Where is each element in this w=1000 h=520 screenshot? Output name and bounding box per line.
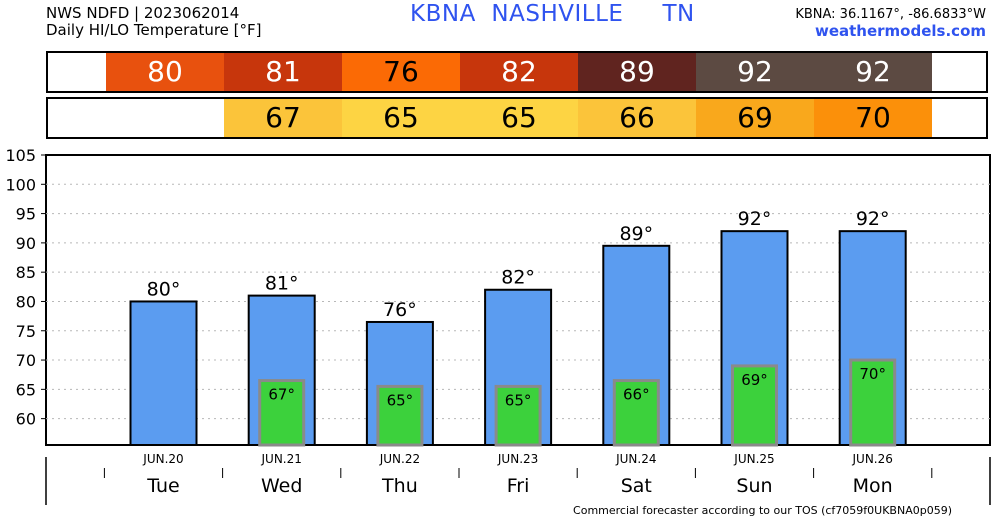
lo_strip-cell: 67 [224,99,342,137]
day-label: Sat [621,475,652,497]
low-temp-label: 66° [623,386,650,404]
high-temperature-strip: 80 81 76 82 89 92 92 [46,51,988,93]
lo_strip-cell: 69 [696,99,814,137]
station-title: KBNA NASHVILLE TN [410,1,695,27]
low-temp-label: 69° [741,371,768,389]
low-temp-bar [258,379,306,447]
y-tick-label: 80 [16,292,36,311]
date-label: JUN.20 [142,452,183,466]
day-label: Wed [261,475,302,497]
date-label: JUN.21 [261,452,302,466]
lo_strip-cell: 66 [578,99,696,137]
low-temp-label: 65° [505,391,532,409]
hi_strip-cell: 80 [106,53,224,91]
day-label: Tue [146,475,179,497]
lo_strip-cell [106,99,224,137]
high-temp-bar [129,300,198,447]
high-temp-label: 92° [856,208,890,230]
site-link[interactable]: weathermodels.com [814,22,986,40]
y-tick-label: 105 [5,146,36,165]
y-tick-label: 90 [16,234,36,253]
high-temp-label: 80° [147,278,181,300]
low-temp-bar [494,384,542,447]
product-title: Daily HI/LO Temperature [°F] [46,21,262,39]
high-temp-label: 81° [265,273,299,295]
hi_strip-cell: 89 [578,53,696,91]
lo_strip-cell: 65 [342,99,460,137]
date-label: JUN.24 [615,452,656,466]
station-coordinates: KBNA: 36.1167°, -86.6833°W [795,7,986,22]
high-temp-label: 92° [738,208,772,230]
hi_strip-cell: 92 [814,53,932,91]
high-temp-label: 82° [501,267,535,289]
high-temp-label: 76° [383,299,417,321]
y-tick-label: 65 [16,380,36,399]
hi_strip-cell: 92 [696,53,814,91]
low-temp-bar [849,358,897,447]
y-tick-label: 60 [16,410,36,429]
hi_strip-cell: 76 [342,53,460,91]
y-tick-label: 85 [16,263,36,282]
y-tick-label: 100 [5,175,36,194]
day-label: Sun [736,475,772,497]
hi_strip-cell: 82 [460,53,578,91]
day-label: Mon [853,475,893,497]
lo_strip-cell: 70 [814,99,932,137]
low-temp-label: 70° [859,365,886,383]
low-temperature-strip: 67 65 65 66 69 70 [46,97,988,139]
low-temp-label: 67° [268,386,295,404]
lo_strip-cell: 65 [460,99,578,137]
low-temp-label: 65° [387,391,414,409]
low-temp-bar [731,364,778,447]
day-label: Thu [381,475,418,497]
y-tick-label: 95 [16,205,36,224]
low-temp-bar [612,379,660,447]
date-label: JUN.22 [379,452,420,466]
footer-note: Commercial forecaster according to our T… [573,504,952,517]
day-label: Fri [507,475,530,497]
hi_strip-cell: 81 [224,53,342,91]
low-temp-bar [376,384,424,447]
y-tick-label: 70 [16,351,36,370]
date-label: JUN.26 [852,452,893,466]
date-label: JUN.23 [497,452,538,466]
date-label: JUN.25 [733,452,774,466]
model-run-label: NWS NDFD | 2023062014 [46,4,240,22]
y-tick-label: 75 [16,322,36,341]
high-temp-label: 89° [619,223,653,245]
